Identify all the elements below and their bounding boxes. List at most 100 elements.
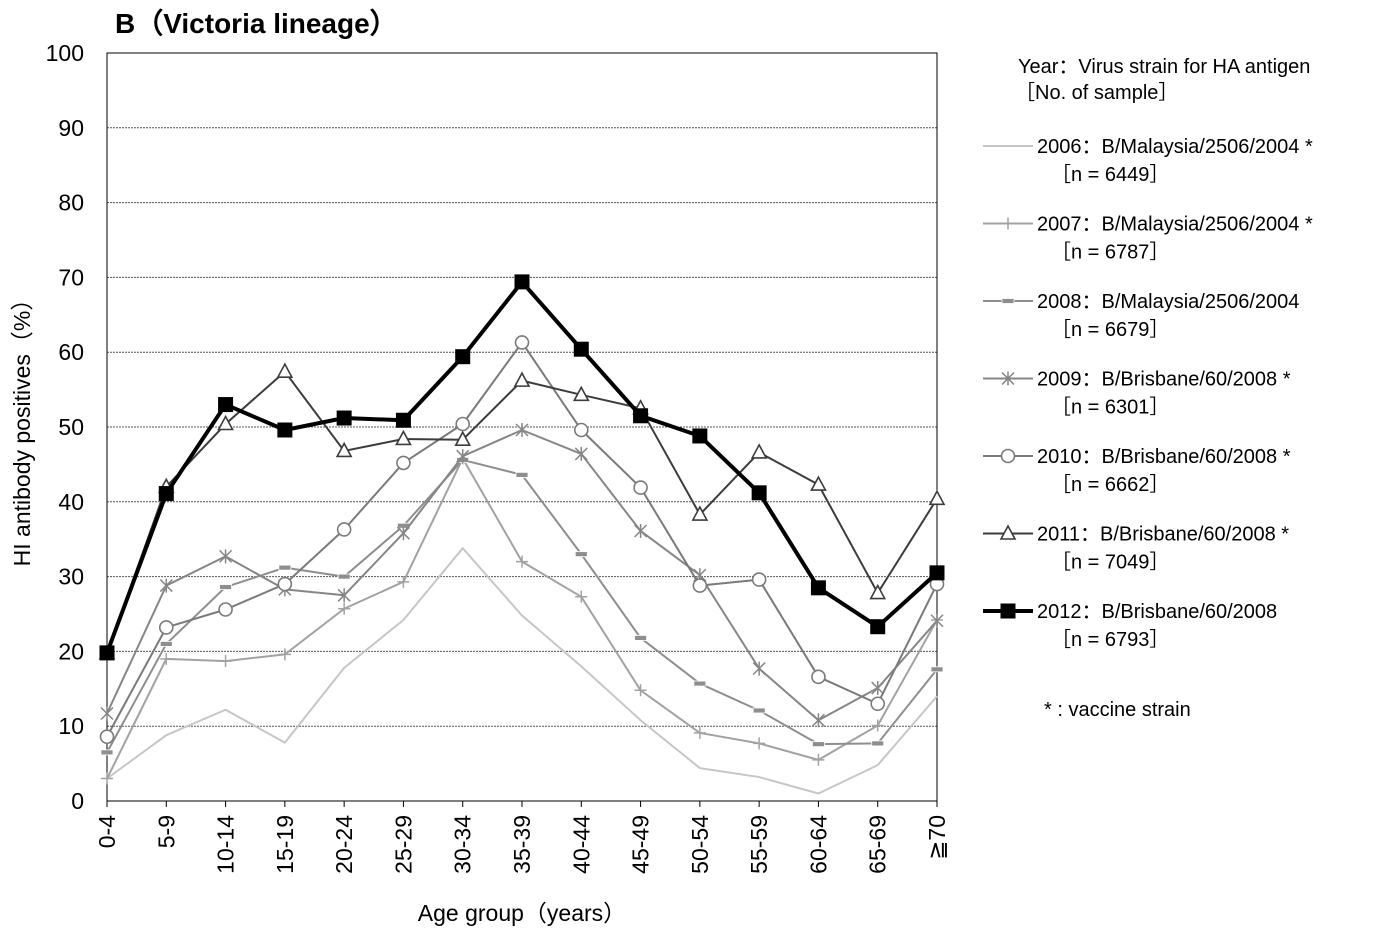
legend-label-4: 2010：B/Brisbane/60/2008 * <box>1037 446 1291 468</box>
legend-label-1: 2007：B/Malaysia/2506/2004 * <box>1037 214 1313 236</box>
data-point-3-0 <box>100 706 114 721</box>
y-tick-label-60: 60 <box>58 339 84 365</box>
x-tick-label-6: 30-34 <box>450 815 476 874</box>
y-axis-label: HI antibody positives（%） <box>9 288 35 567</box>
legend-header-line-2: ［No. of sample］ <box>1015 81 1178 104</box>
data-point-1-3 <box>278 648 291 661</box>
legend-item-0: 2006：B/Malaysia/2506/2004 * ［n = 6449］ <box>983 136 1313 186</box>
data-point-4-7 <box>514 335 530 350</box>
data-point-4-0 <box>99 729 115 744</box>
data-point-1-7 <box>516 555 528 568</box>
data-point-3-13 <box>871 681 885 696</box>
legend-items: 2006：B/Malaysia/2506/2004 *［n = 6449］ 200… <box>983 136 1313 651</box>
data-point-2-14 <box>930 666 944 673</box>
data-point-3-12 <box>811 713 825 728</box>
x-tick-label-3: 15-19 <box>272 815 298 874</box>
data-point-4-9 <box>633 480 648 495</box>
data-point-3-1 <box>159 578 173 593</box>
data-point-3-4 <box>337 588 351 603</box>
legend-sample-4: ［n = 6662］ <box>1051 473 1169 496</box>
chart-title: B（Victoria lineage） <box>115 7 398 39</box>
data-point-4-13 <box>870 696 886 712</box>
data-point-2-7 <box>515 471 529 478</box>
legend-label-3: 2009：B/Brisbane/60/2008 * <box>1037 369 1291 391</box>
y-axis-ticks: 0 10 20 30 40 50 60 70 80 90 100 <box>46 40 84 814</box>
data-point-6-0 <box>99 645 115 661</box>
data-point-2-4 <box>337 573 351 580</box>
data-point-5-13 <box>869 583 887 600</box>
data-point-5-14 <box>928 489 946 506</box>
y-tick-label-30: 30 <box>58 564 84 590</box>
legend-sample-0: ［n = 6449］ <box>1051 163 1169 186</box>
legend-sample-5: ［n = 7049］ <box>1051 551 1169 574</box>
data-point-6-2 <box>218 397 234 413</box>
legend-label-5: 2011：B/Brisbane/60/2008 * <box>1037 524 1289 546</box>
data-point-1-4 <box>338 602 351 615</box>
y-tick-label-100: 100 <box>46 40 84 66</box>
data-point-6-13 <box>870 619 886 635</box>
legend-marker-5 <box>999 524 1017 540</box>
data-point-2-13 <box>871 740 885 747</box>
series-6 <box>99 274 945 661</box>
x-tick-label-10: 50-54 <box>687 815 713 874</box>
data-point-2-11 <box>752 707 766 714</box>
series-0 <box>106 547 938 795</box>
data-point-6-7 <box>514 274 530 290</box>
legend-marker-6 <box>1000 603 1016 619</box>
data-point-3-11 <box>752 661 766 676</box>
data-point-4-2 <box>218 602 233 617</box>
series-line-1 <box>106 457 938 780</box>
legend-footnote: * : vaccine strain <box>1044 699 1191 721</box>
data-point-2-9 <box>634 635 647 641</box>
data-point-2-1 <box>159 641 173 647</box>
data-point-1-1 <box>160 652 173 665</box>
x-tick-label-1: 5-9 <box>153 815 179 848</box>
data-point-4-5 <box>396 455 411 471</box>
y-tick-label-90: 90 <box>58 115 84 141</box>
data-point-4-8 <box>573 422 589 438</box>
data-point-2-0 <box>100 749 114 756</box>
legend-sample-6: ［n = 6793］ <box>1051 628 1169 651</box>
x-tick-label-13: 65-69 <box>865 815 891 874</box>
series-lines <box>98 274 946 795</box>
data-point-6-9 <box>633 408 649 424</box>
data-point-5-7 <box>513 371 531 387</box>
data-point-5-11 <box>750 443 768 459</box>
data-point-1-13 <box>871 719 884 732</box>
legend: Year：Virus strain for HA antigen ［No. of… <box>983 56 1313 721</box>
data-point-6-5 <box>395 412 411 428</box>
data-point-1-0 <box>101 772 113 785</box>
data-point-4-11 <box>751 572 767 587</box>
data-point-5-12 <box>810 475 827 491</box>
data-point-5-3 <box>276 362 294 378</box>
data-point-4-10 <box>692 578 708 593</box>
y-tick-label-70: 70 <box>58 264 84 290</box>
x-tick-label-14: ≧70 <box>924 815 950 860</box>
x-tick-label-0: 0-4 <box>94 815 120 848</box>
data-point-1-9 <box>634 684 647 697</box>
data-point-6-3 <box>277 422 293 438</box>
data-point-5-5 <box>395 429 412 446</box>
data-point-6-11 <box>751 485 767 501</box>
legend-marker-3 <box>1001 371 1015 386</box>
data-point-4-3 <box>277 576 293 592</box>
data-point-6-6 <box>455 349 471 365</box>
data-point-5-6 <box>454 430 472 447</box>
y-tick-label-0: 0 <box>71 788 84 814</box>
data-point-2-3 <box>278 564 292 571</box>
legend-label-2: 2008：B/Malaysia/2506/2004 <box>1037 291 1299 313</box>
data-point-6-4 <box>336 410 352 426</box>
x-tick-label-4: 20-24 <box>331 815 357 874</box>
series-1 <box>101 452 943 785</box>
data-point-3-7 <box>515 422 529 437</box>
y-tick-label-20: 20 <box>58 638 84 664</box>
series-2 <box>100 457 944 756</box>
legend-marker-1 <box>1002 217 1014 230</box>
y-tick-label-10: 10 <box>58 713 84 739</box>
data-point-5-10 <box>691 505 709 521</box>
legend-item-1: 2007：B/Malaysia/2506/2004 * ［n = 6787］ <box>983 214 1313 264</box>
x-tick-label-11: 55-59 <box>746 815 772 874</box>
legend-item-4: 2010：B/Brisbane/60/2008 * ［n = 6662］ <box>983 446 1291 496</box>
data-point-6-12 <box>810 580 826 596</box>
